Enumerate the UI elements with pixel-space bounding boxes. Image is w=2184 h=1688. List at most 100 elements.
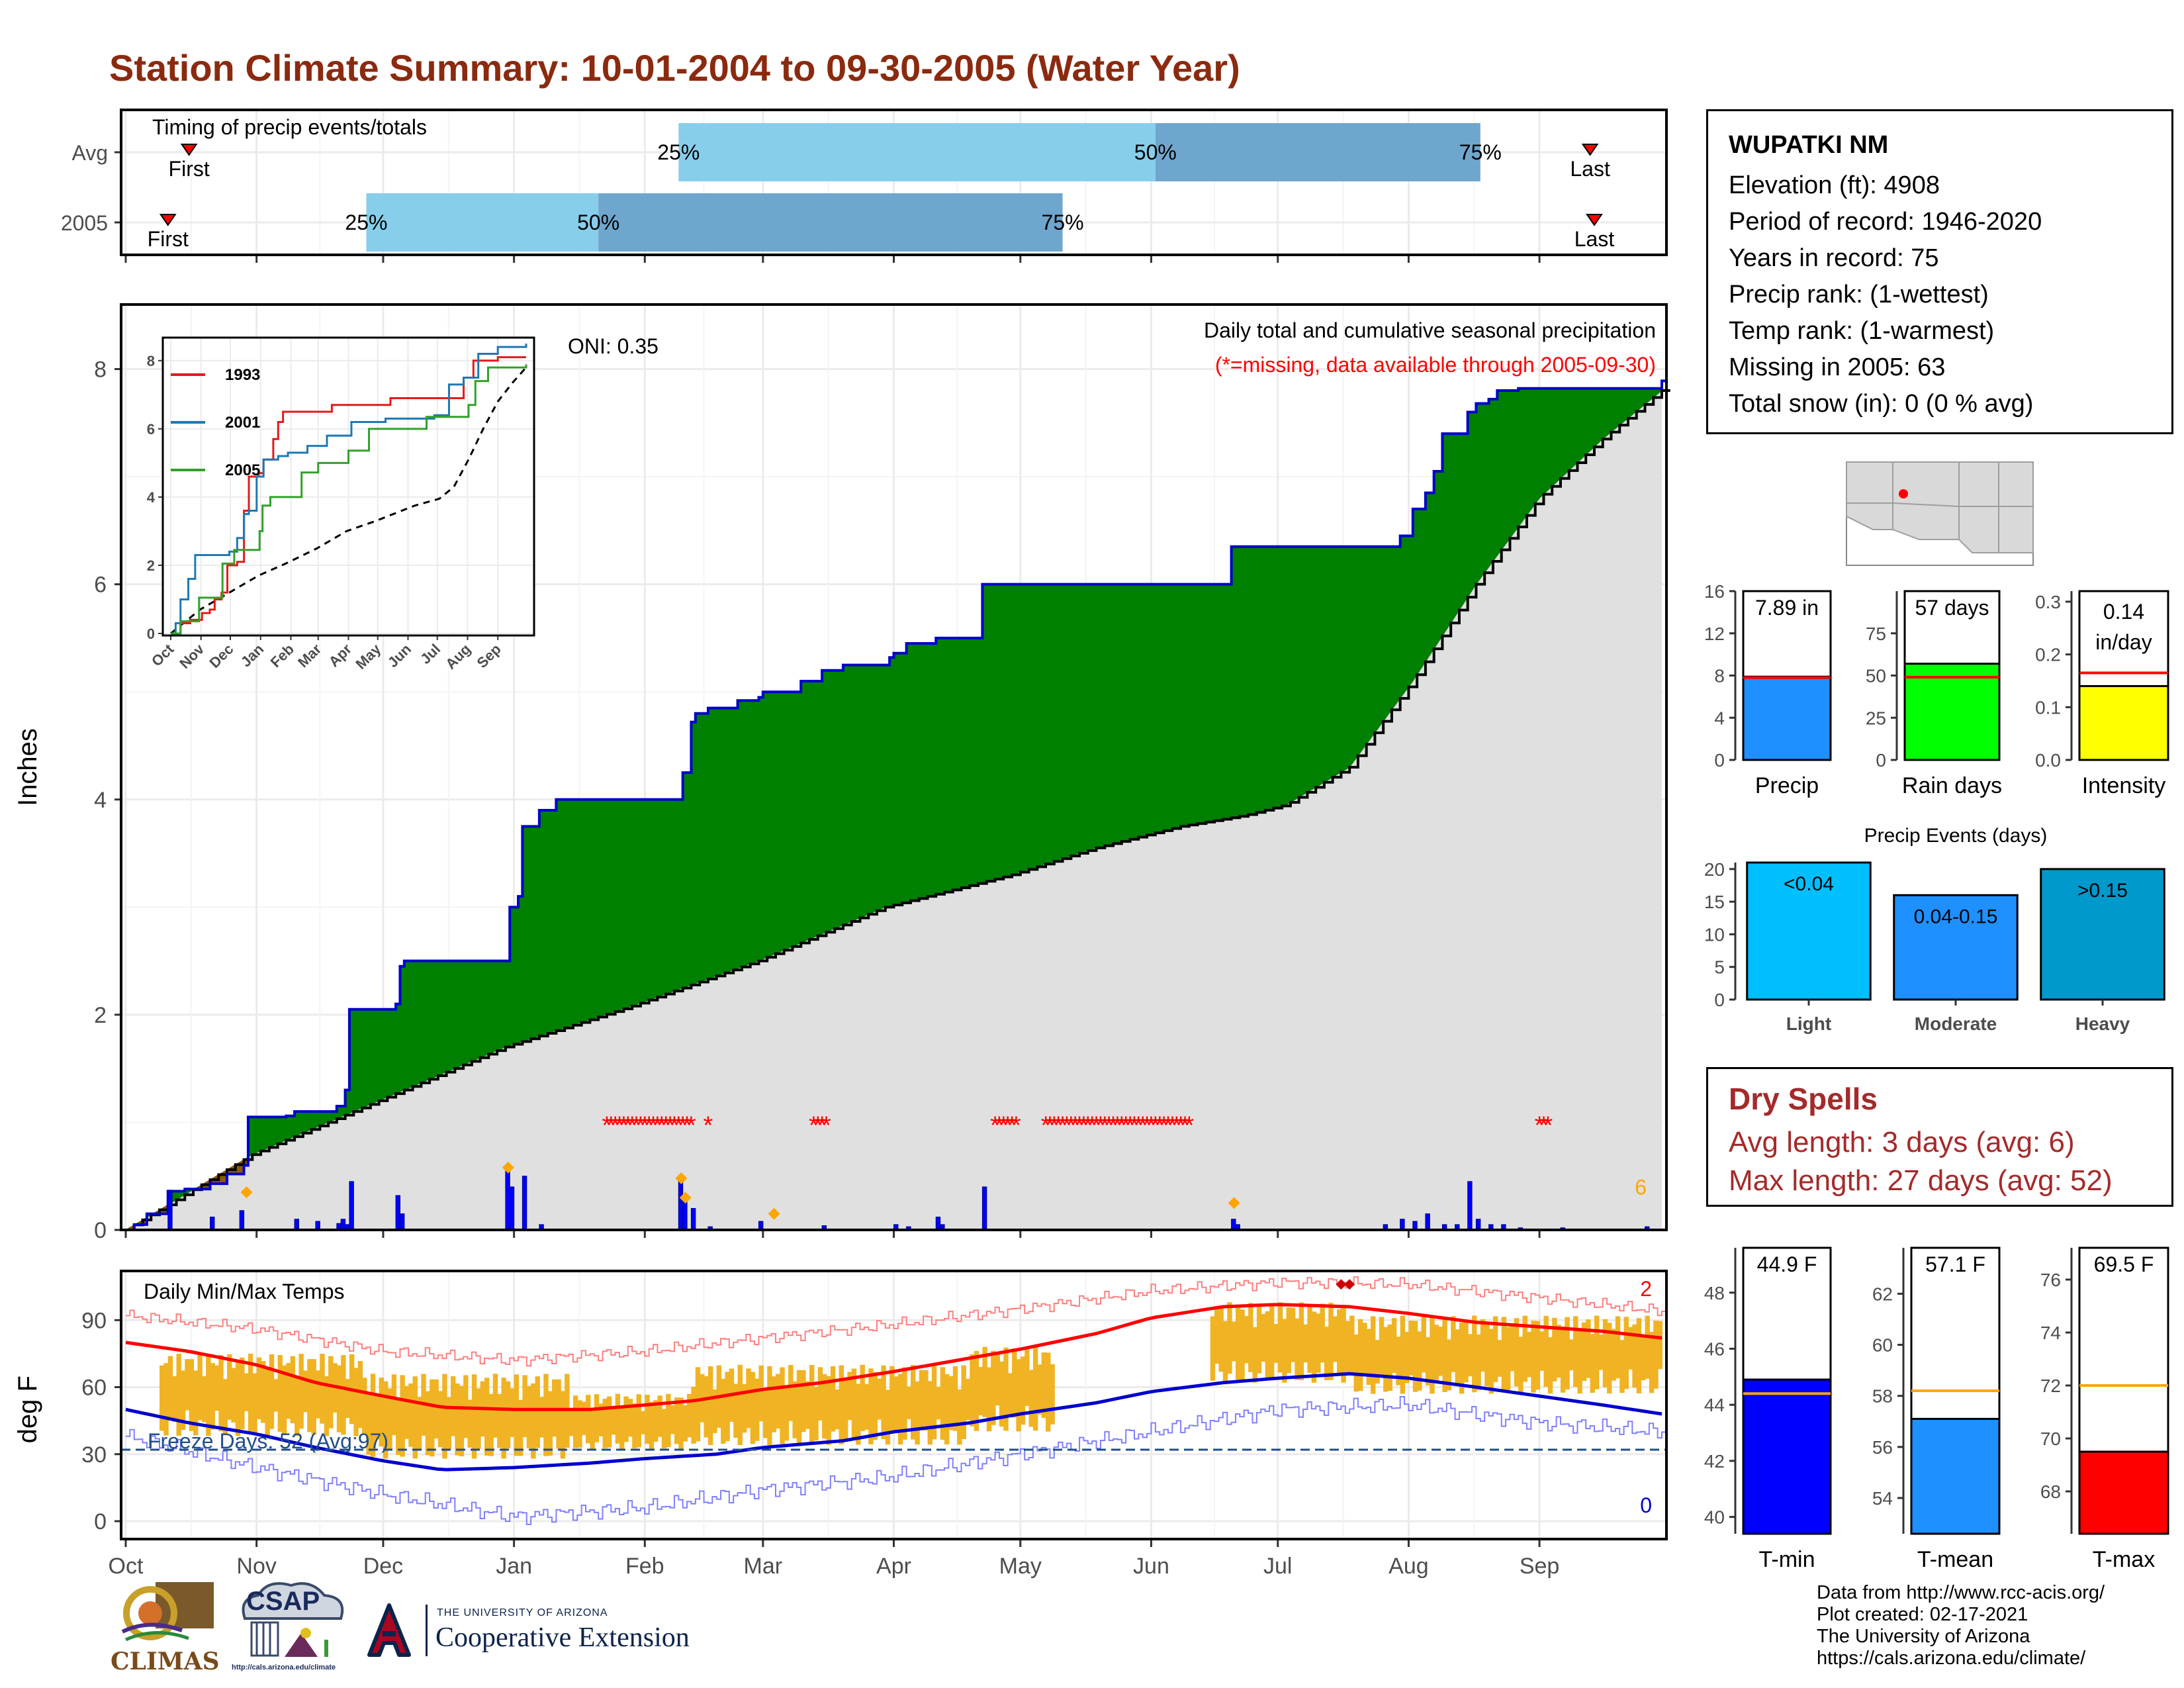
daily-temp-range-bar [459, 1385, 465, 1456]
credits: Data from http://www.rcc-acis.org/ Plot … [1817, 1582, 2105, 1669]
daily-temp-range-bar [488, 1393, 494, 1456]
daily-temp-range-bar [1565, 1317, 1570, 1390]
tmax-value-label: 69.5 F [2094, 1252, 2154, 1276]
precip-events-category-label: Moderate [1915, 1013, 1997, 1034]
daily-precip-bar [239, 1210, 245, 1231]
freeze-days-label: Freeze Days: 52 (Avg:97) [148, 1429, 388, 1453]
csap-logo-text: CSAP [246, 1587, 320, 1616]
inset-legend-label-2001: 2001 [225, 414, 260, 432]
missing-day-marker: * [1087, 1112, 1097, 1140]
daily-temp-range-bar [336, 1365, 342, 1432]
dry-spells-box: Dry Spells Avg length: 3 days (avg: 6) M… [1706, 1067, 2173, 1207]
precip-events-chart: Precip Events (days) 0 5 10 15 20 <0.04 Light 0.… [1704, 825, 2165, 1034]
precip-total-y-tick-label: 8 [1714, 666, 1725, 686]
missing-day-marker: * [704, 1112, 713, 1140]
daily-temp-range-bar [864, 1383, 870, 1430]
missing-day-marker: * [1041, 1112, 1051, 1140]
missing-day-marker: * [1176, 1112, 1186, 1140]
daily-temp-range-bar [1636, 1318, 1642, 1393]
missing-day-marker: * [670, 1112, 680, 1140]
daily-temp-range-bar [1501, 1317, 1507, 1393]
daily-temp-range-bar [539, 1397, 545, 1438]
missing-day-marker: * [1045, 1112, 1055, 1140]
daily-temp-range-bar [1535, 1321, 1541, 1390]
daily-temp-range-bar [572, 1395, 578, 1448]
daily-temp-range-bar [940, 1367, 946, 1440]
daily-temp-range-bar [265, 1368, 270, 1436]
missing-day-marker: * [1134, 1112, 1144, 1140]
snow-marker [679, 1192, 692, 1204]
daily-temp-range-bar [1611, 1329, 1616, 1381]
daily-temp-range-bar [991, 1350, 996, 1425]
daily-temp-range-bar [404, 1385, 410, 1439]
daily-temp-range-bar [1387, 1324, 1392, 1391]
daily-temp-range-bar [1560, 1327, 1566, 1393]
daily-temp-range-bar [1037, 1364, 1042, 1415]
daily-temp-range-bar [476, 1388, 481, 1449]
daily-temp-range-bar [1522, 1315, 1527, 1382]
tmean-bar [1910, 1417, 2001, 1535]
daily-precip-bar [395, 1195, 401, 1231]
daily-temp-range-bar [522, 1375, 527, 1438]
missing-day-marker: * [817, 1112, 827, 1140]
daily-temp-range-bar [370, 1374, 376, 1457]
missing-day-marker: * [1125, 1112, 1135, 1140]
daily-temp-range-bar [353, 1368, 359, 1436]
daily-temp-range-bar [362, 1378, 367, 1435]
timing-label-50: 50% [1134, 140, 1177, 164]
intensity-value-label: 0.14 [2103, 600, 2144, 624]
missing-day-marker: * [1113, 1112, 1122, 1140]
credit-plot-created: Plot created: 02-17-2021 [1817, 1604, 2028, 1625]
daily-temp-range-bar [902, 1367, 907, 1440]
daily-temp-range-bar [180, 1370, 186, 1430]
precip-events-bar-light [1746, 861, 1872, 1001]
missing-day-marker: * [1163, 1112, 1173, 1140]
missing-day-marker: * [1138, 1112, 1148, 1140]
daily-temp-range-bar [1438, 1327, 1443, 1376]
intensity-unit-label: in/day [2095, 630, 2152, 654]
daily-temp-range-bar [775, 1374, 781, 1429]
tmax-bar [2078, 1450, 2169, 1535]
precip-events-category-label: Light [1786, 1013, 1831, 1034]
daily-temp-range-bar [1240, 1309, 1245, 1381]
daily-temp-range-bar [611, 1407, 616, 1435]
daily-temp-range-bar [328, 1356, 334, 1429]
daily-temp-range-bar [906, 1386, 912, 1419]
temp-x-tick-label: Jun [1133, 1554, 1169, 1579]
timing-first-label: First [148, 227, 189, 251]
daily-temp-range-bar [1488, 1329, 1494, 1394]
daily-temp-range-bar [606, 1396, 612, 1448]
daily-temp-range-bar [847, 1372, 852, 1421]
daily-temp-range-bar [704, 1376, 709, 1438]
daily-temp-range-bar [290, 1356, 296, 1424]
daily-temp-range-bar [944, 1374, 950, 1445]
daily-temp-range-bar [1627, 1327, 1633, 1370]
rain-days-bar [1903, 663, 2001, 761]
daily-temp-range-bar [1028, 1370, 1034, 1427]
temp-x-tick-label: Mar [744, 1554, 783, 1579]
missing-day-marker: * [678, 1112, 688, 1140]
daily-temp-range-bar [792, 1381, 797, 1438]
intensity-bar [2078, 684, 2169, 761]
daily-temp-range-bar [1235, 1305, 1241, 1380]
precip-total-y-tick-label: 4 [1714, 708, 1725, 728]
daily-temp-range-bar [741, 1383, 747, 1433]
timing-title: Timing of precip events/totals [152, 115, 427, 139]
oni-label: ONI: 0.35 [568, 334, 659, 358]
daily-precip-bar [981, 1186, 987, 1231]
daily-temp-range-bar [1531, 1321, 1536, 1393]
daily-temp-range-bar [632, 1403, 637, 1448]
daily-precip-bar [210, 1216, 215, 1231]
daily-temp-range-bar [1252, 1327, 1257, 1383]
daily-temp-range-bar [235, 1360, 241, 1436]
daily-temp-range-bar [835, 1389, 840, 1430]
daily-temp-range-bar [666, 1393, 671, 1448]
daily-precip-bar [935, 1216, 941, 1231]
daily-temp-range-bar [1590, 1334, 1596, 1393]
missing-day-marker: * [640, 1112, 650, 1140]
daily-temp-range-bar [167, 1356, 173, 1421]
daily-temp-range-bar [1526, 1332, 1532, 1378]
daily-temp-range-bar [957, 1389, 962, 1445]
average-min-temp-line [125, 1372, 1662, 1472]
missing-day-marker: * [809, 1112, 819, 1140]
